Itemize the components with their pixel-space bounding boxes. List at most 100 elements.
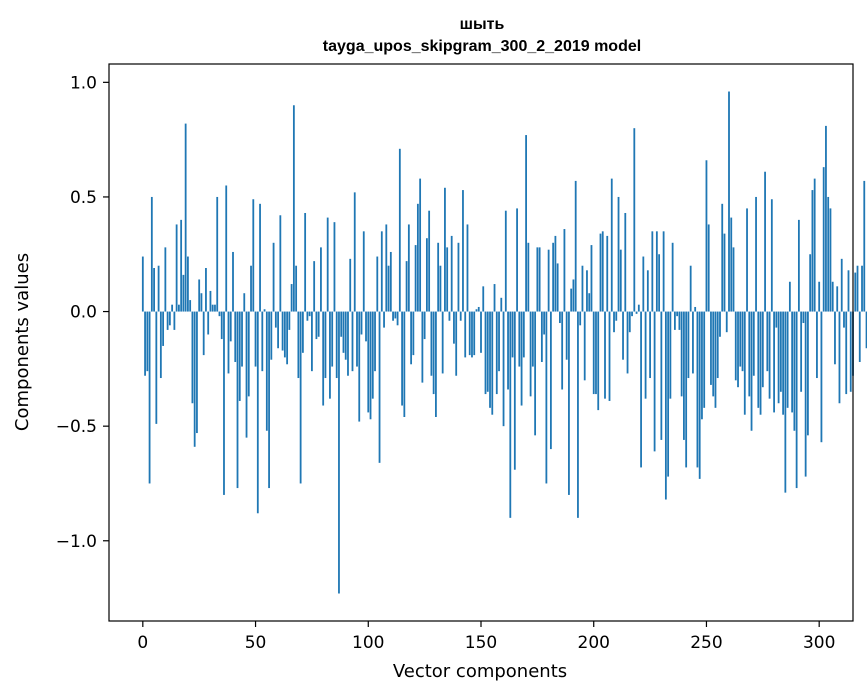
bar-230 <box>660 311 663 440</box>
bar-28 <box>205 268 207 312</box>
bar-266 <box>741 311 744 372</box>
bar-69 <box>297 311 300 379</box>
bar-189 <box>568 311 570 495</box>
bar-280 <box>773 311 775 413</box>
bar-298 <box>813 178 816 312</box>
y-tick-label: 0.0 <box>70 303 97 323</box>
bar-79 <box>320 247 322 312</box>
bar-185 <box>559 311 561 324</box>
bar-99 <box>365 311 367 342</box>
bar-263 <box>734 311 737 381</box>
bar-44 <box>241 311 243 367</box>
bar-289 <box>793 311 796 431</box>
bar-83 <box>329 311 331 399</box>
bar-115 <box>401 311 403 406</box>
bar-258 <box>723 233 726 312</box>
bar-46 <box>245 311 248 438</box>
bar-145 <box>468 311 471 356</box>
bar-122 <box>416 203 419 312</box>
bar-231 <box>662 231 665 312</box>
bar-313 <box>847 270 850 312</box>
bar-241 <box>685 311 688 468</box>
bar-319 <box>861 265 863 312</box>
bar-7 <box>157 265 160 312</box>
bar-167 <box>518 311 521 367</box>
bar-127 <box>428 210 431 312</box>
bar-45 <box>243 293 246 312</box>
bar-292 <box>800 311 803 392</box>
bar-269 <box>748 311 751 397</box>
bar-248 <box>701 311 703 420</box>
bar-297 <box>811 190 814 312</box>
bar-82 <box>326 217 329 312</box>
bar-48 <box>250 265 252 312</box>
bar-151 <box>482 286 485 312</box>
bar-29 <box>207 311 210 335</box>
bar-71 <box>301 311 304 353</box>
x-tick-label: 150 <box>465 633 497 653</box>
bar-19 <box>184 123 187 312</box>
bar-57 <box>270 311 273 360</box>
bar-165 <box>513 311 516 470</box>
bar-38 <box>227 311 230 374</box>
bar-260 <box>728 91 730 312</box>
bar-54 <box>263 309 266 312</box>
bar-321 <box>865 311 867 349</box>
bar-31 <box>211 304 214 312</box>
bar-141 <box>459 311 462 321</box>
bar-302 <box>822 167 825 312</box>
bar-35 <box>220 311 223 340</box>
bar-70 <box>299 311 302 484</box>
bar-116 <box>403 311 406 417</box>
bar-177 <box>540 311 543 362</box>
bar-202 <box>597 311 600 411</box>
bar-166 <box>516 208 518 312</box>
x-axis-label: Vector components <box>393 661 567 682</box>
bar-147 <box>473 311 476 356</box>
bar-157 <box>495 311 498 395</box>
bar-97 <box>360 311 363 335</box>
bar-288 <box>791 311 794 413</box>
bar-23 <box>193 311 196 447</box>
bar-6 <box>155 311 158 424</box>
bar-304 <box>827 196 830 312</box>
bar-228 <box>655 231 658 312</box>
bar-300 <box>818 281 821 312</box>
x-tick-label: 0 <box>137 633 148 653</box>
bar-223 <box>644 311 647 399</box>
bar-261 <box>730 217 733 312</box>
bar-12 <box>168 311 171 326</box>
bar-255 <box>716 311 719 379</box>
bar-309 <box>838 311 841 404</box>
bar-107 <box>383 311 385 328</box>
bar-219 <box>635 311 638 314</box>
bar-175 <box>536 247 539 312</box>
bar-86 <box>335 311 338 379</box>
bar-32 <box>214 304 216 312</box>
bar-206 <box>606 235 609 312</box>
bar-320 <box>863 180 866 312</box>
x-tick-label: 200 <box>578 633 610 653</box>
bar-20 <box>187 256 189 312</box>
bar-77 <box>315 311 318 340</box>
bar-42 <box>236 311 239 489</box>
bar-105 <box>378 311 381 463</box>
bar-118 <box>407 224 410 312</box>
bar-10 <box>164 247 167 312</box>
bar-133 <box>441 311 444 374</box>
bar-200 <box>592 311 595 395</box>
bar-264 <box>737 311 739 388</box>
bar-270 <box>750 311 753 431</box>
bar-61 <box>279 215 282 312</box>
bar-80 <box>322 311 325 406</box>
bar-311 <box>843 311 845 328</box>
bar-180 <box>547 249 550 312</box>
bar-119 <box>410 311 413 365</box>
bar-170 <box>525 135 527 312</box>
bar-198 <box>588 293 591 312</box>
bar-30 <box>209 290 212 312</box>
x-tick-label: 300 <box>803 633 835 653</box>
bar-287 <box>788 281 791 312</box>
bar-13 <box>171 304 174 312</box>
bar-85 <box>333 222 336 312</box>
